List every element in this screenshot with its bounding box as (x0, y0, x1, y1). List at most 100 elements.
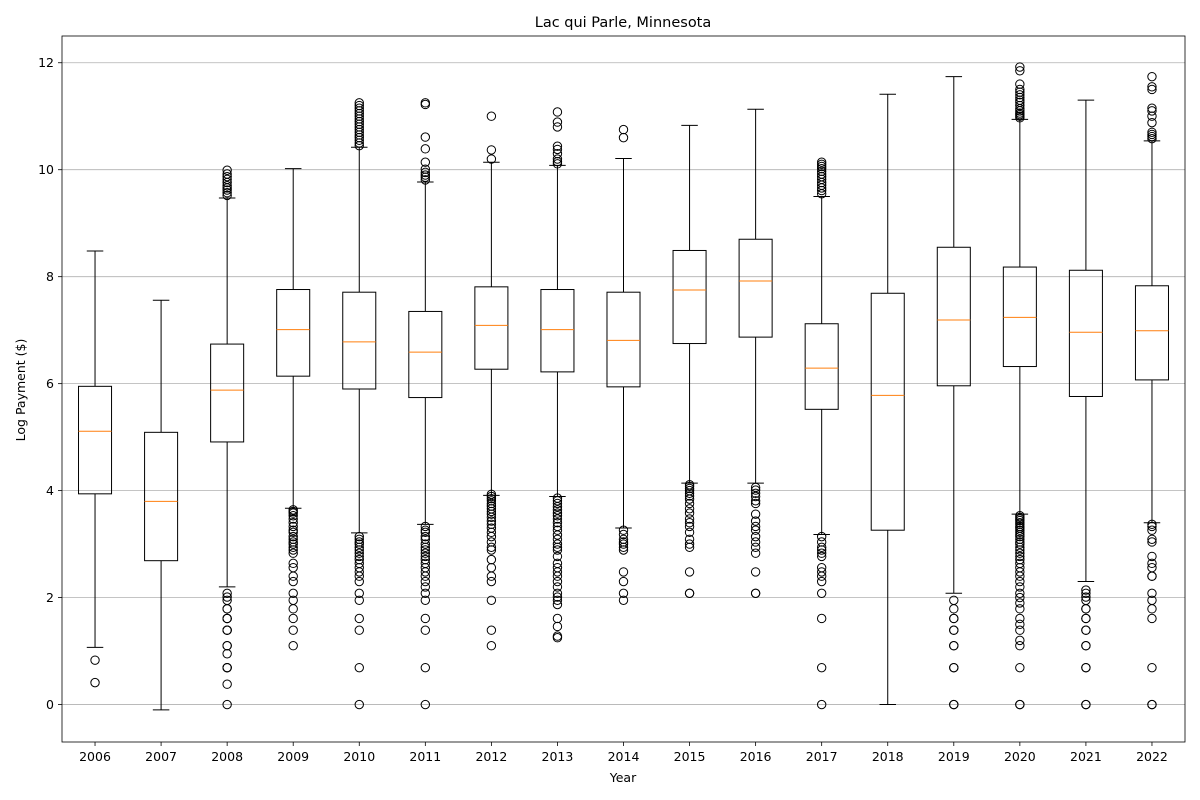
iqr-box (1134, 285, 1169, 381)
x-tick-label: 2008 (211, 749, 243, 764)
outlier-point (684, 485, 695, 496)
x-tick-label: 2018 (872, 749, 904, 764)
outlier-point (288, 588, 298, 599)
outlier-point (486, 491, 497, 502)
outlier-point (288, 537, 298, 547)
outlier-point (354, 613, 364, 624)
outlier-point (486, 519, 497, 530)
outlier-point (684, 504, 695, 514)
outlier-point (288, 534, 298, 544)
outlier-point (552, 511, 563, 521)
outlier-point (552, 588, 563, 599)
outlier-point (684, 527, 695, 538)
outlier-point (222, 165, 232, 175)
box-2022 (1134, 71, 1169, 710)
outlier-point (420, 699, 431, 710)
outlier-point (1147, 71, 1157, 82)
outlier-point (1015, 84, 1025, 95)
outlier-point (420, 539, 431, 549)
outlier-point (1015, 641, 1025, 651)
outlier-point (420, 588, 431, 599)
outlier-point (816, 662, 827, 673)
outlier-point (288, 548, 298, 558)
outlier-point (684, 588, 695, 599)
outlier-point (486, 571, 497, 581)
outlier-point (90, 677, 100, 688)
outlier-point (420, 625, 431, 635)
outlier-point (486, 493, 497, 504)
x-tick-label: 2013 (542, 749, 574, 764)
outlier-point (816, 576, 827, 587)
iqr-box (606, 291, 641, 388)
outlier-point (1015, 62, 1025, 72)
outlier-point (354, 576, 364, 587)
outlier-point (1015, 613, 1025, 624)
outlier-point (486, 498, 497, 509)
outlier-point (1147, 84, 1157, 95)
outlier-point (1081, 592, 1091, 602)
outlier-point (1015, 582, 1025, 592)
outlier-point (552, 518, 563, 528)
outlier-point (1081, 595, 1091, 605)
iqr-box (210, 343, 245, 443)
outlier-point (1015, 108, 1025, 118)
outlier-point (552, 576, 563, 587)
x-tick-label: 2014 (608, 749, 640, 764)
outlier-point (750, 588, 761, 599)
outlier-point (552, 493, 563, 503)
outlier-point (1015, 604, 1025, 614)
iqr-box (1068, 269, 1103, 397)
outlier-point (222, 169, 232, 179)
y-tick-label: 8 (46, 269, 54, 284)
outlier-point (1015, 554, 1025, 565)
box-2016 (738, 108, 773, 599)
box-2020 (1002, 62, 1037, 710)
outlier-point (552, 521, 563, 532)
outlier-point (552, 505, 563, 515)
outlier-point (1015, 79, 1025, 89)
outlier-point (486, 523, 497, 533)
iqr-box (276, 289, 311, 377)
iqr-box (870, 292, 905, 531)
y-tick-label: 4 (46, 483, 54, 498)
outlier-point (1147, 519, 1157, 530)
outlier-point (552, 599, 563, 610)
outlier-point (486, 537, 497, 547)
outlier-point (816, 567, 827, 577)
outlier-point (552, 154, 563, 164)
outlier-point (1015, 558, 1025, 569)
outlier-point (1015, 518, 1025, 528)
outlier-point (486, 625, 497, 635)
outlier-point (552, 582, 563, 592)
outlier-point (684, 483, 695, 494)
outlier-point (288, 527, 298, 538)
outlier-point (420, 527, 431, 538)
outlier-point (949, 613, 959, 624)
outlier-point (684, 508, 695, 518)
box-2019 (936, 76, 971, 710)
outlier-point (1015, 537, 1025, 547)
outlier-point (1147, 604, 1157, 614)
outlier-point (618, 132, 629, 143)
x-tick-label: 2016 (740, 749, 772, 764)
outlier-point (420, 662, 431, 673)
outlier-point (486, 501, 497, 511)
outlier-point (816, 169, 827, 179)
outlier-point (816, 537, 827, 547)
outlier-point (222, 174, 232, 185)
outlier-point (552, 141, 563, 151)
box-2017 (804, 157, 839, 710)
outlier-point (486, 595, 497, 605)
outlier-point (486, 489, 497, 500)
outlier-point (354, 588, 364, 599)
outlier-point (552, 551, 563, 562)
outlier-point (1147, 595, 1157, 605)
x-tick-label: 2009 (277, 749, 309, 764)
plot-frame (61, 35, 1186, 743)
outlier-point (288, 562, 298, 573)
iqr-box (804, 323, 839, 410)
y-tick-label: 12 (38, 55, 54, 70)
outlier-point (618, 595, 629, 605)
outlier-point (486, 554, 497, 565)
outlier-point (288, 514, 298, 524)
